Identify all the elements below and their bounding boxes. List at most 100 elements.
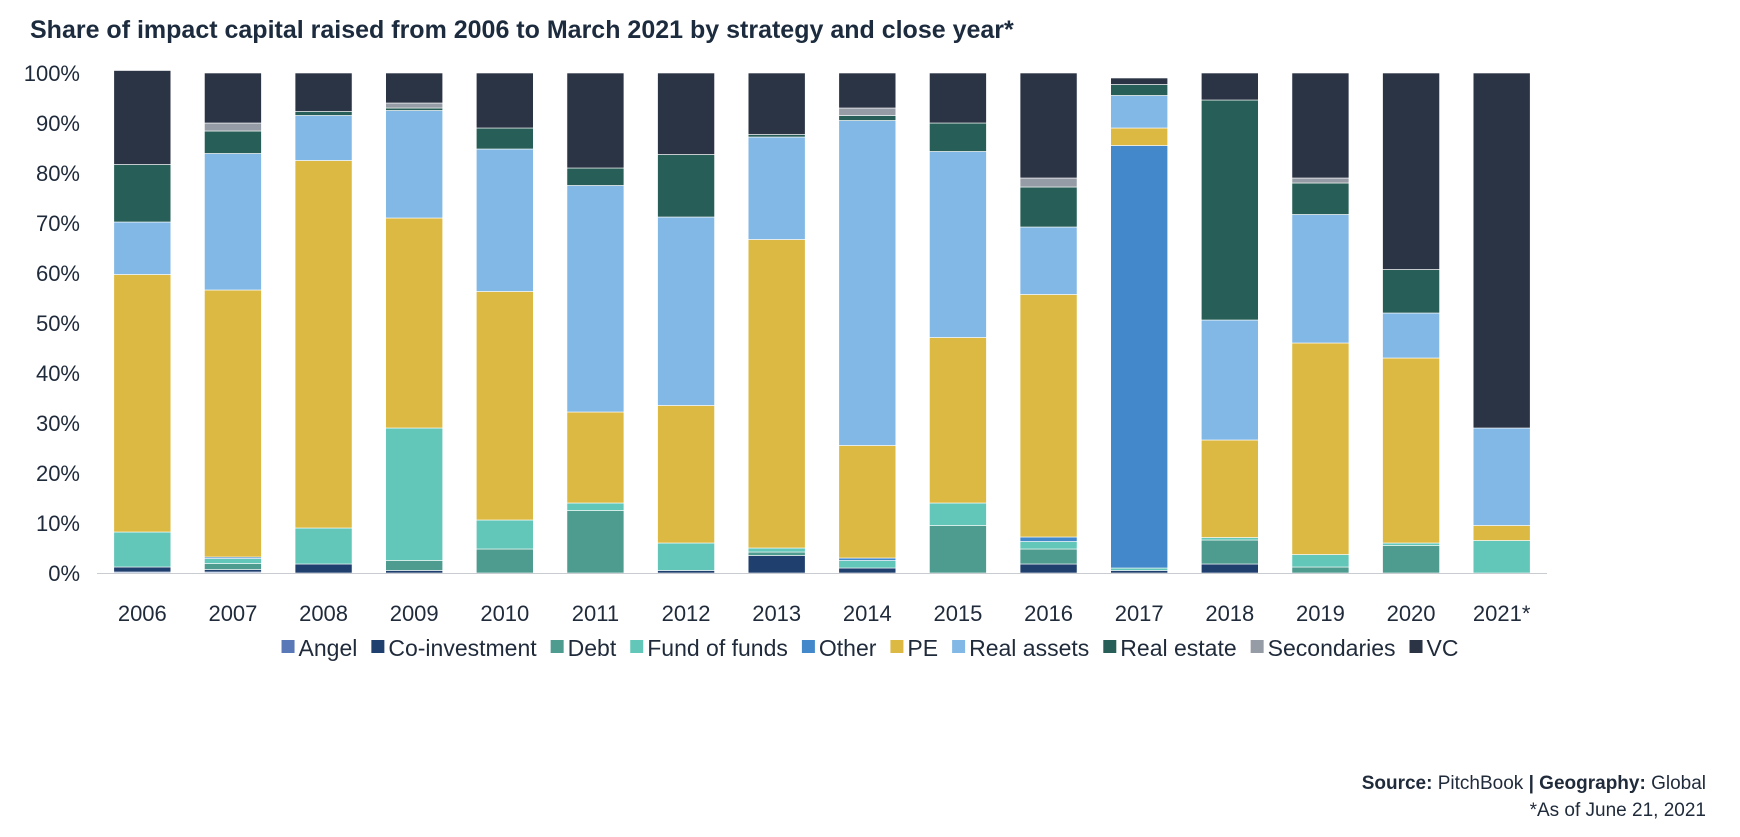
bar-segment <box>566 510 625 574</box>
bar-segment <box>1472 525 1531 541</box>
y-tick-label: 90% <box>36 111 80 136</box>
bar-segment <box>204 569 262 573</box>
bar-segment <box>1201 539 1259 565</box>
bar-segment <box>1201 319 1259 441</box>
chart-title: Share of impact capital raised from 2006… <box>30 16 1014 44</box>
x-tick-label: 2014 <box>843 601 892 626</box>
bar-segment <box>385 427 443 561</box>
legend-item: Debt <box>550 635 617 661</box>
bar-segment <box>566 72 625 169</box>
legend-swatch <box>952 640 966 653</box>
bar-stack <box>1382 72 1440 574</box>
bar-segment <box>1472 540 1531 574</box>
bar-segment <box>838 115 897 121</box>
bar-segment <box>1291 177 1350 184</box>
bar-segment <box>838 567 897 574</box>
y-tick-label: 40% <box>36 361 80 386</box>
y-axis: 0% 10% 20% 30% 40% 50% 60% 70% 80% 90% 100% <box>24 61 80 586</box>
bar-segment <box>1291 72 1350 179</box>
legend-label: Co-investment <box>388 635 537 661</box>
legend-swatch <box>801 640 815 653</box>
bar-stack <box>294 72 353 574</box>
bar-segment <box>747 136 806 240</box>
bar-segment <box>929 122 987 152</box>
legend-item: Secondaries <box>1250 635 1396 661</box>
x-tick-label: 2020 <box>1387 601 1436 626</box>
bar-segment <box>566 502 625 511</box>
bar-segment <box>204 122 262 132</box>
bar-segment <box>204 72 262 124</box>
legend-item: Angel <box>281 635 358 661</box>
legend-label: Fund of funds <box>647 635 788 661</box>
source-value: PitchBook <box>1437 773 1524 794</box>
legend-label: PE <box>907 635 938 661</box>
geography-value: Global <box>1651 773 1706 794</box>
bar-segment <box>385 217 443 429</box>
bar-segment <box>566 167 625 186</box>
bar-segment <box>385 570 443 574</box>
bar-segment <box>204 563 262 570</box>
bar-segment <box>838 560 897 569</box>
legend-swatch <box>1250 640 1264 653</box>
legend: Angel Co-investment Debt Fund of funds Other… <box>281 635 1459 661</box>
bar-segment <box>1110 570 1168 574</box>
bar-segment <box>1291 566 1350 574</box>
bar-segment <box>1472 72 1531 429</box>
bar-segment <box>294 115 353 161</box>
bar-segment <box>838 107 897 116</box>
legend-label: VC <box>1427 635 1459 661</box>
x-tick-label: 2016 <box>1024 601 1073 626</box>
bar-segment <box>294 527 353 565</box>
legend-swatch <box>281 640 295 653</box>
legend-item: PE <box>890 635 938 661</box>
legend-swatch <box>630 640 644 653</box>
x-tick-label: 2021* <box>1473 601 1531 626</box>
bar-segment <box>1382 269 1440 314</box>
x-tick-label: 2009 <box>390 601 439 626</box>
bar-segment <box>385 72 443 104</box>
bar-segment <box>476 548 534 574</box>
legend-item: Fund of funds <box>630 635 788 661</box>
bar-segment <box>838 120 897 446</box>
bar-segment <box>204 289 262 558</box>
legend-swatch <box>1409 640 1423 653</box>
bar-segment <box>929 151 987 338</box>
bar-segment <box>1110 145 1168 569</box>
bar-segment <box>566 411 625 504</box>
y-tick-label: 60% <box>36 261 80 286</box>
bar-segment <box>566 185 625 413</box>
bar-stack <box>838 72 897 574</box>
bar-segment <box>1019 536 1078 542</box>
bar-segment <box>1291 554 1350 568</box>
bar-segment <box>1019 72 1078 179</box>
bar-segment <box>113 164 172 223</box>
legend-label: Secondaries <box>1268 635 1396 661</box>
bar-segment <box>657 216 715 406</box>
bar-segment <box>657 405 715 544</box>
bar-segment <box>838 557 897 561</box>
bar-stack <box>657 72 715 574</box>
bar-segment <box>1201 563 1259 574</box>
x-tick-label: 2010 <box>480 601 529 626</box>
bar-segment <box>204 130 262 154</box>
bar-segment <box>747 555 806 574</box>
bar-segment <box>1201 439 1259 538</box>
x-tick-label: 2019 <box>1296 601 1345 626</box>
bar-segment <box>385 102 443 109</box>
bar-segment <box>747 72 806 135</box>
bar-segment <box>476 519 534 550</box>
bar-stack <box>929 72 987 574</box>
legend-label: Real assets <box>969 635 1089 661</box>
legend-label: Other <box>819 635 877 661</box>
bar-segment <box>1201 537 1259 541</box>
bar-segment <box>1019 548 1078 565</box>
legend-item: VC <box>1409 635 1459 661</box>
bar-segment <box>929 502 987 526</box>
legend-label: Angel <box>299 635 358 661</box>
bar-stack <box>1472 72 1531 574</box>
legend-swatch <box>890 640 904 653</box>
bar-segment <box>1019 294 1078 538</box>
bar-segment <box>1110 95 1168 129</box>
bar-segment <box>838 72 897 109</box>
geography-label: Geography: <box>1539 773 1646 794</box>
